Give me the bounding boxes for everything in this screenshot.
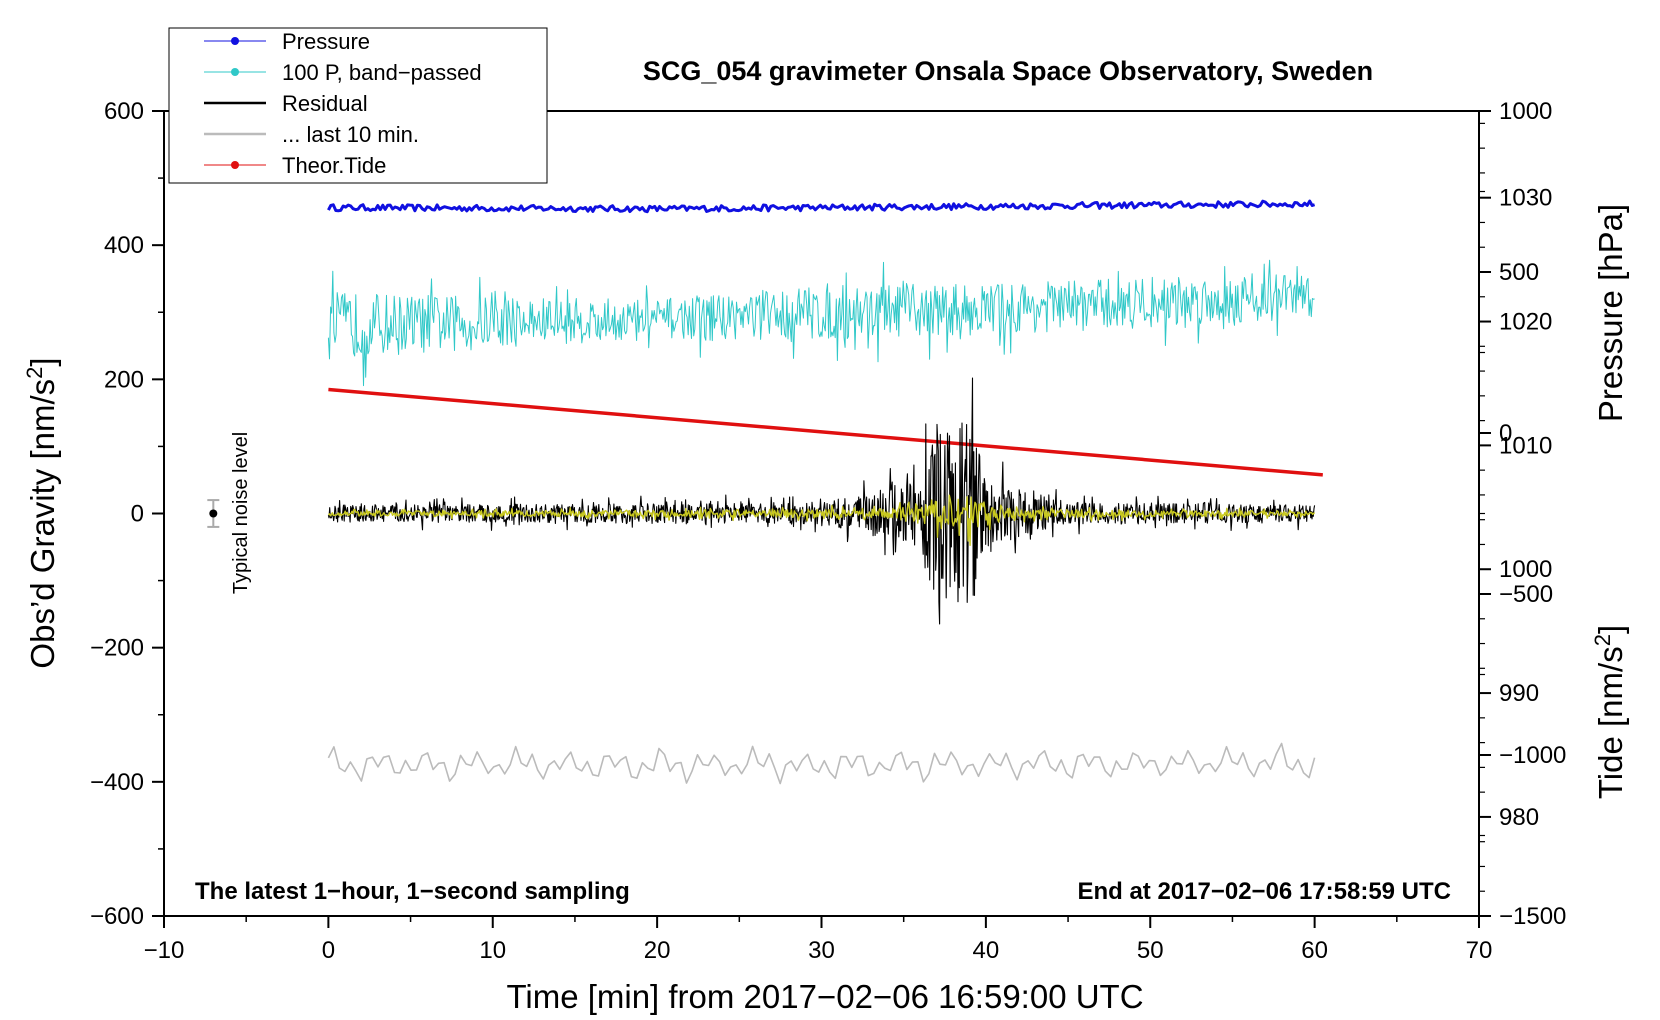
left-axis-title-main: Obs’d Gravity [nm/s bbox=[24, 379, 61, 669]
tide-axis-title-end: ] bbox=[1592, 625, 1629, 634]
tide-axis: 1000 500 0 −500 −1000 −1500 bbox=[1479, 98, 1566, 930]
legend-marker bbox=[231, 161, 239, 169]
tide-axis-title-sup: 2 bbox=[1590, 634, 1615, 646]
left-tick-label: −200 bbox=[90, 635, 144, 662]
tide-axis-title: Tide [nm/s2] bbox=[1590, 625, 1629, 799]
pressure-tick-label: 1010 bbox=[1499, 432, 1552, 459]
x-tick-label: 0 bbox=[322, 937, 335, 964]
tide-tick-label: −1000 bbox=[1499, 742, 1566, 769]
note-right: End at 2017−02−06 17:58:59 UTC bbox=[1077, 878, 1451, 905]
tide-tick-label: −1500 bbox=[1499, 903, 1566, 930]
legend: Pressure 100 P, band−passed Residual ... la… bbox=[168, 27, 548, 184]
x-axis-title: Time [min] from 2017−02−06 16:59:00 UTC bbox=[506, 978, 1143, 1015]
series-last-10-min bbox=[327, 742, 1316, 785]
left-axis: 600 400 200 0 −200 −400 −600 bbox=[90, 98, 164, 930]
left-axis-title-end: ] bbox=[24, 357, 61, 366]
left-tick-label: 600 bbox=[104, 98, 144, 125]
series-theor-tide bbox=[328, 387, 1323, 477]
plot-series bbox=[327, 199, 1323, 785]
tide-tick-label: −500 bbox=[1499, 581, 1553, 608]
legend-label: Pressure bbox=[282, 29, 370, 54]
legend-marker bbox=[231, 68, 239, 76]
legend-label: Residual bbox=[282, 91, 368, 116]
x-tick-label: 50 bbox=[1137, 937, 1164, 964]
tide-tick-label: 1000 bbox=[1499, 98, 1552, 125]
tide-tick-label: 0 bbox=[1499, 420, 1512, 447]
legend-marker bbox=[231, 37, 239, 45]
noise-point bbox=[209, 509, 218, 518]
left-axis-title: Obs’d Gravity [nm/s2] bbox=[22, 357, 61, 668]
pressure-axis-title: Pressure [hPa] bbox=[1592, 204, 1629, 422]
legend-label: 100 P, band−passed bbox=[282, 60, 482, 85]
left-tick-label: 400 bbox=[104, 232, 144, 259]
x-tick-label: 70 bbox=[1466, 937, 1493, 964]
left-tick-label: 200 bbox=[104, 366, 144, 393]
series-pressure bbox=[327, 199, 1316, 214]
x-tick-label: 20 bbox=[644, 937, 671, 964]
pressure-tick-label: 1000 bbox=[1499, 556, 1552, 583]
pressure-tick-label: 1020 bbox=[1499, 309, 1552, 336]
noise-marker bbox=[207, 499, 220, 528]
legend-label: Theor.Tide bbox=[282, 153, 386, 178]
left-tick-label: −400 bbox=[90, 769, 144, 796]
note-left: The latest 1−hour, 1−second sampling bbox=[195, 878, 630, 905]
x-tick-label: 40 bbox=[973, 937, 1000, 964]
left-tick-label: 0 bbox=[131, 501, 144, 528]
pressure-tick-label: 1030 bbox=[1499, 185, 1552, 212]
left-axis-title-sup: 2 bbox=[22, 367, 47, 379]
x-tick-label: −10 bbox=[144, 937, 185, 964]
series-residual-filtered bbox=[327, 494, 1316, 546]
pressure-axis: 1030 1020 1010 1000 990 980 bbox=[1479, 122, 1552, 892]
noise-label: Typical noise level bbox=[230, 432, 252, 594]
legend-box bbox=[168, 27, 548, 184]
x-axis: −10 0 10 20 30 40 50 60 70 bbox=[144, 916, 1493, 964]
chart-title: SCG_054 gravimeter Onsala Space Observat… bbox=[643, 56, 1373, 86]
x-tick-label: 60 bbox=[1301, 937, 1328, 964]
pressure-tick-label: 990 bbox=[1499, 680, 1539, 707]
x-tick-label: 30 bbox=[808, 937, 835, 964]
tide-axis-title-main: Tide [nm/s bbox=[1592, 646, 1629, 799]
series-residual bbox=[327, 377, 1316, 625]
legend-label: ... last 10 min. bbox=[282, 122, 419, 147]
x-tick-label: 10 bbox=[479, 937, 506, 964]
tide-tick-label: 500 bbox=[1499, 259, 1539, 286]
series-100-p-band-passed bbox=[327, 259, 1315, 387]
left-tick-label: −600 bbox=[90, 903, 144, 930]
pressure-tick-label: 980 bbox=[1499, 804, 1539, 831]
